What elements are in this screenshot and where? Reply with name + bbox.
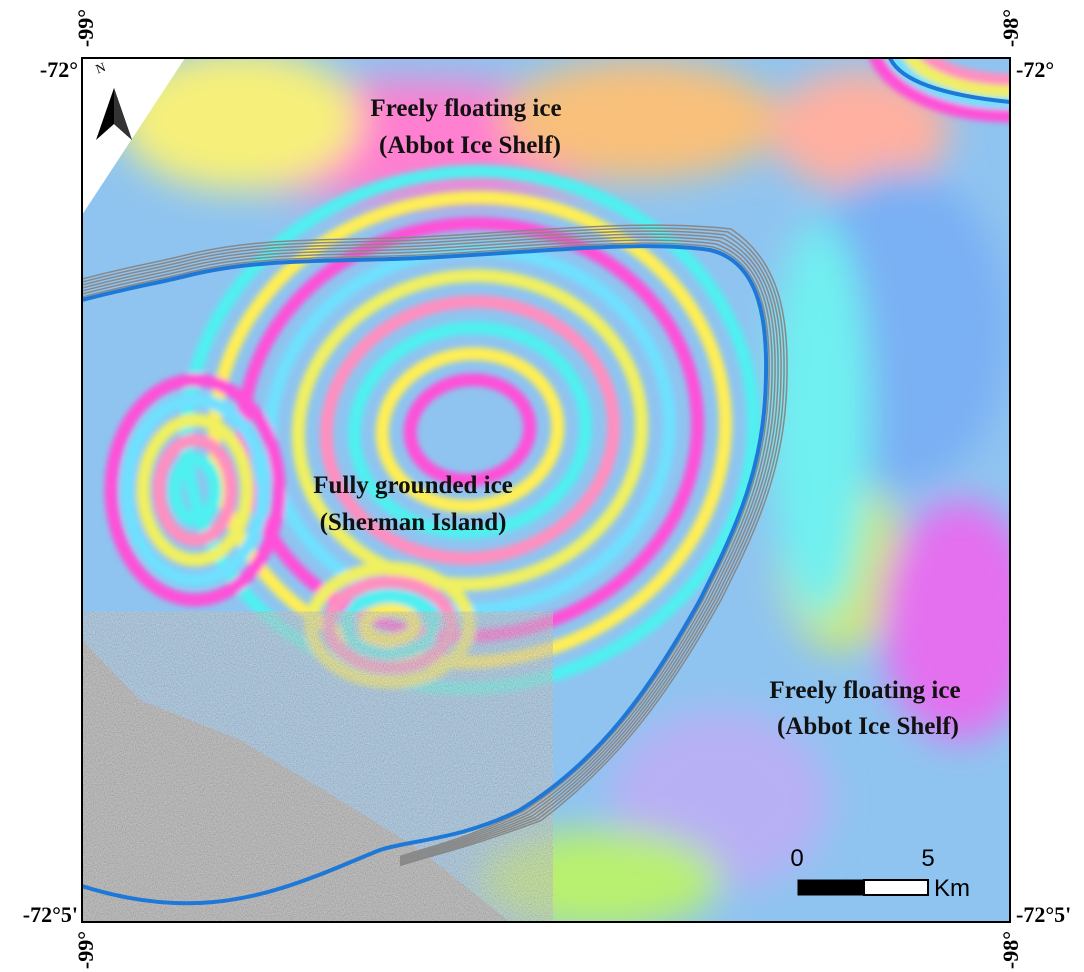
map-figure: -99° -98° -99° -98° -72° -72° -72°5' -72… [0,0,1084,972]
annotation: Freely floating ice [370,95,561,122]
longitude-label: -98° [998,9,1023,47]
scale-label: 0 [790,845,803,872]
scale-label: 5 [921,845,934,872]
latitude-label: -72°5' [1016,902,1071,927]
latitude-label: -72° [1016,57,1054,82]
scale-segment [864,880,928,895]
interferogram [82,0,1084,930]
annotation: Fully grounded ice [313,472,513,499]
longitude-label: -98° [998,931,1023,969]
latitude-label: -72°5' [23,902,78,927]
scale-unit: Km [934,875,970,902]
scale-segment [798,880,864,895]
longitude-label: -99° [73,931,98,969]
longitude-label: -99° [73,9,98,47]
annotation: Freely floating ice [769,677,960,704]
annotation: (Sherman Island) [320,509,507,536]
latitude-label: -72° [40,57,78,82]
annotation: (Abbot Ice Shelf) [379,132,561,159]
annotation: (Abbot Ice Shelf) [777,713,959,740]
